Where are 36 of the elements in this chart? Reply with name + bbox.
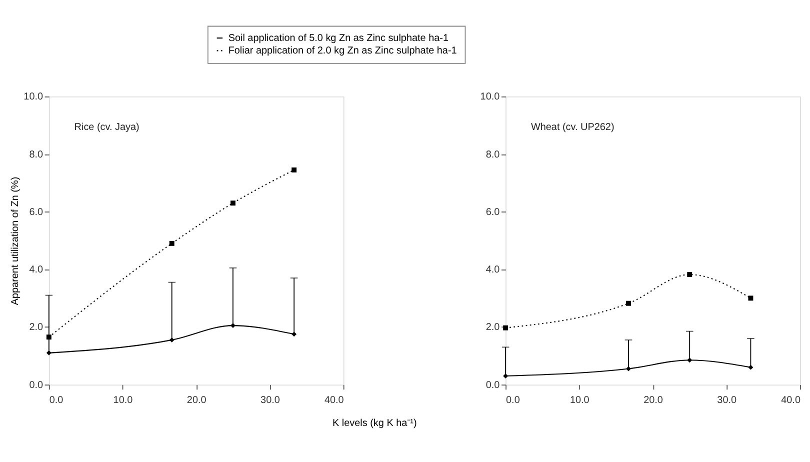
point	[230, 200, 236, 206]
text: Wheat (cv. UP262)	[530, 122, 614, 134]
legend-label: Foliar application of 2.0 kg Zn as Zinc sulphate ha-1	[228, 45, 458, 56]
point	[748, 364, 754, 370]
x-tick-label: 20.0	[186, 395, 207, 406]
x-tick-label: 20.0	[644, 395, 664, 406]
point	[503, 325, 508, 330]
y-tick-label: 10.0	[480, 92, 500, 103]
x-tick-label: 40.0	[324, 395, 344, 406]
x-tick-label: 10.0	[113, 395, 134, 406]
x-axis-title: K levels (kg K ha⁻¹)	[332, 418, 417, 429]
x-tick-label: 30.0	[717, 395, 738, 406]
y-tick-label: 4.0	[486, 264, 500, 276]
legend-label: Soil application of 5.0 kg Zn as Zinc sulphate ha-1	[228, 32, 449, 44]
point	[169, 240, 174, 246]
point	[292, 167, 297, 172]
y-tick-label: 4.0	[29, 264, 44, 276]
y-tick-label: 2.0	[486, 322, 500, 334]
y-tick-label: 10.0	[24, 92, 44, 103]
y-tick-label: 8.0	[486, 149, 500, 160]
x-tick-label: 0.0	[506, 395, 520, 406]
y-axis-title: Apparent utilization of Zn (%)	[10, 176, 22, 306]
y-tick-label: 0.0	[29, 380, 44, 391]
y-tick-label: 0.0	[486, 380, 500, 391]
x-tick-label: 10.0	[570, 395, 590, 406]
y-tick-label: 2.0	[29, 322, 44, 334]
point	[748, 296, 754, 301]
x-tick-label: 30.0	[260, 395, 280, 406]
y-tick-label: 6.0	[486, 206, 500, 218]
point	[626, 300, 631, 306]
x-tick-label: 40.0	[781, 395, 801, 406]
y-tick-label: 6.0	[29, 206, 44, 218]
x-tick-label: 0.0	[49, 395, 64, 406]
point	[687, 272, 692, 278]
text: Rice (cv. Jaya)	[74, 122, 140, 134]
y-tick-label: 8.0	[29, 149, 44, 160]
